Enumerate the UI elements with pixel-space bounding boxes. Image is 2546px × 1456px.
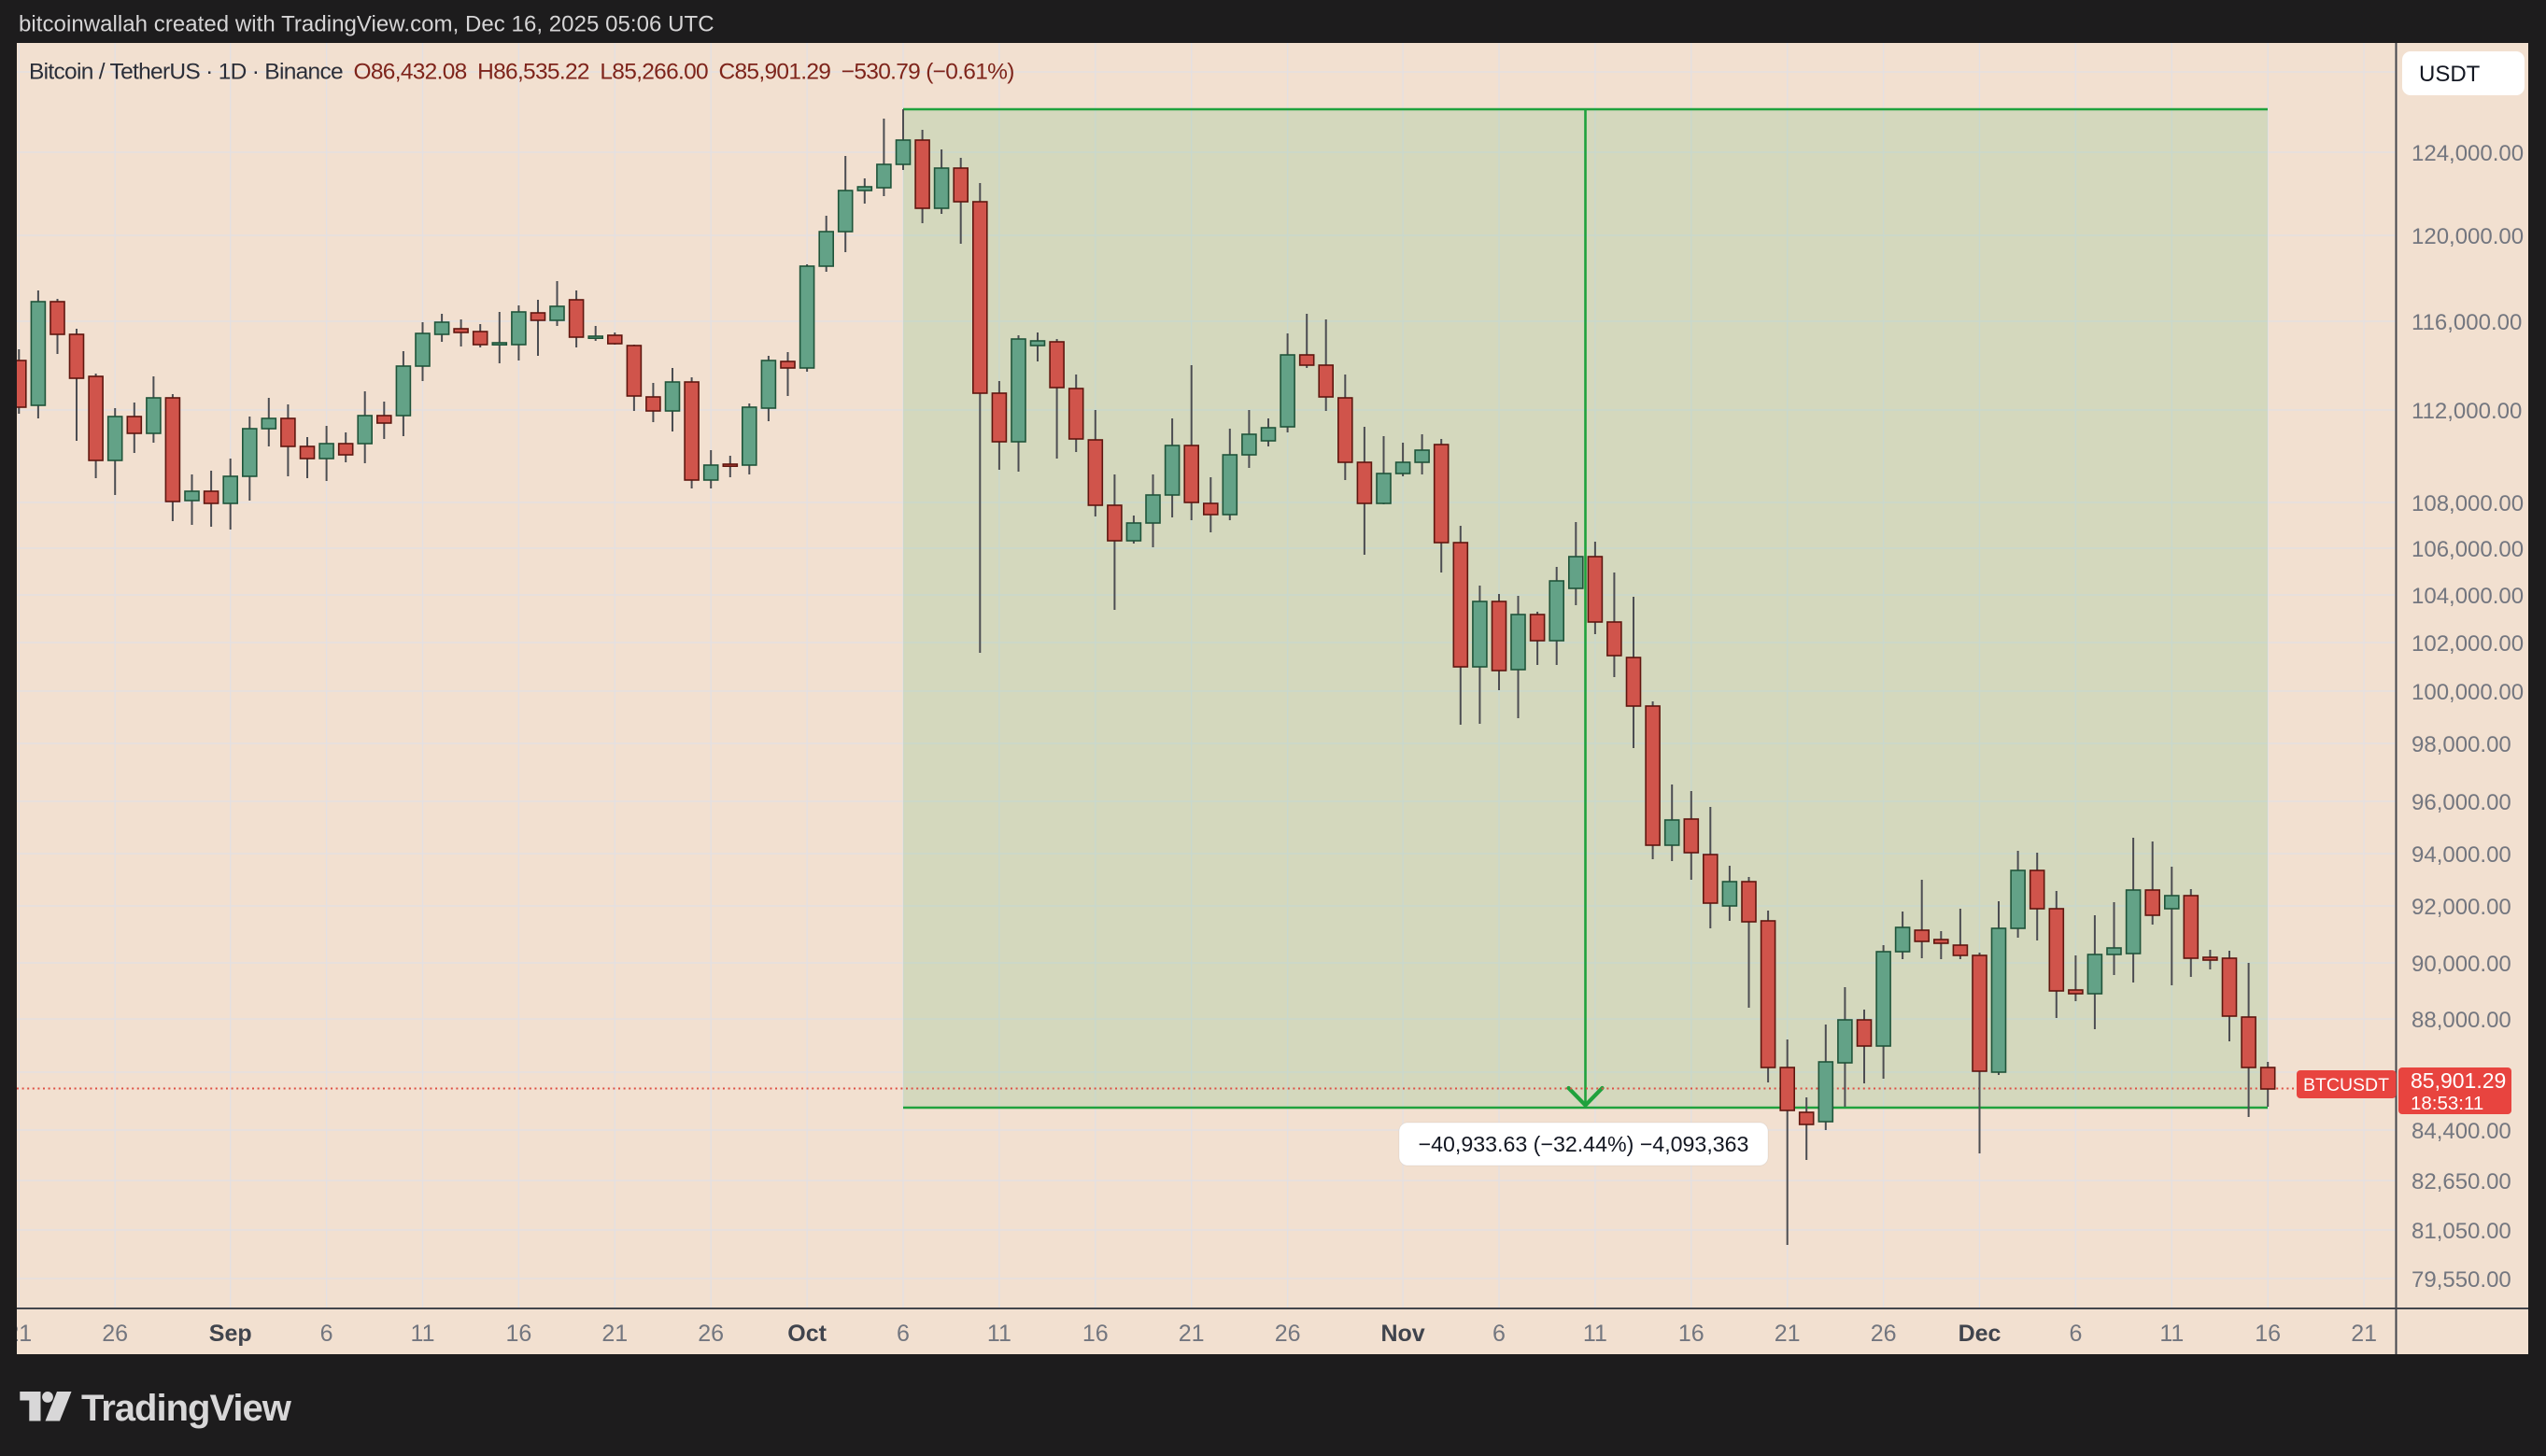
svg-text:124,000.00: 124,000.00 xyxy=(2412,141,2524,166)
svg-text:USDT: USDT xyxy=(2419,62,2481,87)
svg-text:21: 21 xyxy=(2351,1321,2377,1347)
svg-text:88,000.00: 88,000.00 xyxy=(2412,1008,2511,1033)
svg-text:90,000.00: 90,000.00 xyxy=(2412,952,2511,977)
svg-text:6: 6 xyxy=(2069,1321,2082,1347)
svg-text:Sep: Sep xyxy=(209,1321,252,1347)
svg-text:16: 16 xyxy=(505,1321,531,1347)
svg-text:6: 6 xyxy=(320,1321,333,1347)
svg-text:106,000.00: 106,000.00 xyxy=(2412,537,2524,562)
svg-text:112,000.00: 112,000.00 xyxy=(2412,399,2522,424)
svg-text:11: 11 xyxy=(1583,1321,1607,1347)
svg-text:BTCUSDT: BTCUSDT xyxy=(2303,1075,2389,1096)
svg-text:26: 26 xyxy=(1275,1321,1301,1347)
svg-text:TradingView: TradingView xyxy=(81,1388,292,1429)
svg-text:116,000.00: 116,000.00 xyxy=(2412,310,2522,335)
svg-text:84,400.00: 84,400.00 xyxy=(2412,1119,2511,1144)
svg-text:Dec: Dec xyxy=(1959,1321,2001,1347)
svg-text:120,000.00: 120,000.00 xyxy=(2412,224,2524,249)
svg-text:92,000.00: 92,000.00 xyxy=(2412,895,2511,920)
svg-text:94,000.00: 94,000.00 xyxy=(2412,842,2511,868)
svg-text:26: 26 xyxy=(698,1321,724,1347)
svg-text:98,000.00: 98,000.00 xyxy=(2412,732,2511,757)
svg-text:6: 6 xyxy=(897,1321,910,1347)
svg-text:21: 21 xyxy=(601,1321,628,1347)
svg-text:79,550.00: 79,550.00 xyxy=(2412,1267,2511,1293)
svg-text:18:53:11: 18:53:11 xyxy=(2411,1093,2483,1114)
svg-text:21: 21 xyxy=(6,1321,32,1347)
svg-text:Oct: Oct xyxy=(787,1321,827,1347)
svg-text:bitcoinwallah created with Tra: bitcoinwallah created with TradingView.c… xyxy=(19,12,714,37)
svg-text:16: 16 xyxy=(1082,1321,1109,1347)
svg-text:16: 16 xyxy=(1678,1321,1704,1347)
svg-text:21: 21 xyxy=(1775,1321,1801,1347)
svg-text:Bitcoin / TetherUS · 1D · Bina: Bitcoin / TetherUS · 1D · Binance O86,43… xyxy=(29,60,1014,85)
svg-text:26: 26 xyxy=(1871,1321,1897,1347)
svg-text:100,000.00: 100,000.00 xyxy=(2412,680,2524,705)
svg-text:16: 16 xyxy=(2255,1321,2281,1347)
svg-text:82,650.00: 82,650.00 xyxy=(2412,1169,2511,1194)
svg-text:96,000.00: 96,000.00 xyxy=(2412,790,2511,815)
svg-text:11: 11 xyxy=(987,1321,1011,1347)
svg-text:108,000.00: 108,000.00 xyxy=(2412,491,2524,516)
svg-text:104,000.00: 104,000.00 xyxy=(2412,584,2524,609)
svg-text:85,901.29: 85,901.29 xyxy=(2411,1068,2506,1093)
svg-text:11: 11 xyxy=(411,1321,435,1347)
svg-text:21: 21 xyxy=(1179,1321,1205,1347)
svg-text:11: 11 xyxy=(2159,1321,2184,1347)
svg-text:−40,933.63 (−32.44%) −4,093,36: −40,933.63 (−32.44%) −4,093,363 xyxy=(1419,1132,1749,1156)
svg-text:6: 6 xyxy=(1492,1321,1506,1347)
svg-text:102,000.00: 102,000.00 xyxy=(2412,631,2524,657)
svg-text:81,050.00: 81,050.00 xyxy=(2412,1219,2511,1244)
svg-text:26: 26 xyxy=(102,1321,128,1347)
svg-text:Nov: Nov xyxy=(1380,1321,1424,1347)
